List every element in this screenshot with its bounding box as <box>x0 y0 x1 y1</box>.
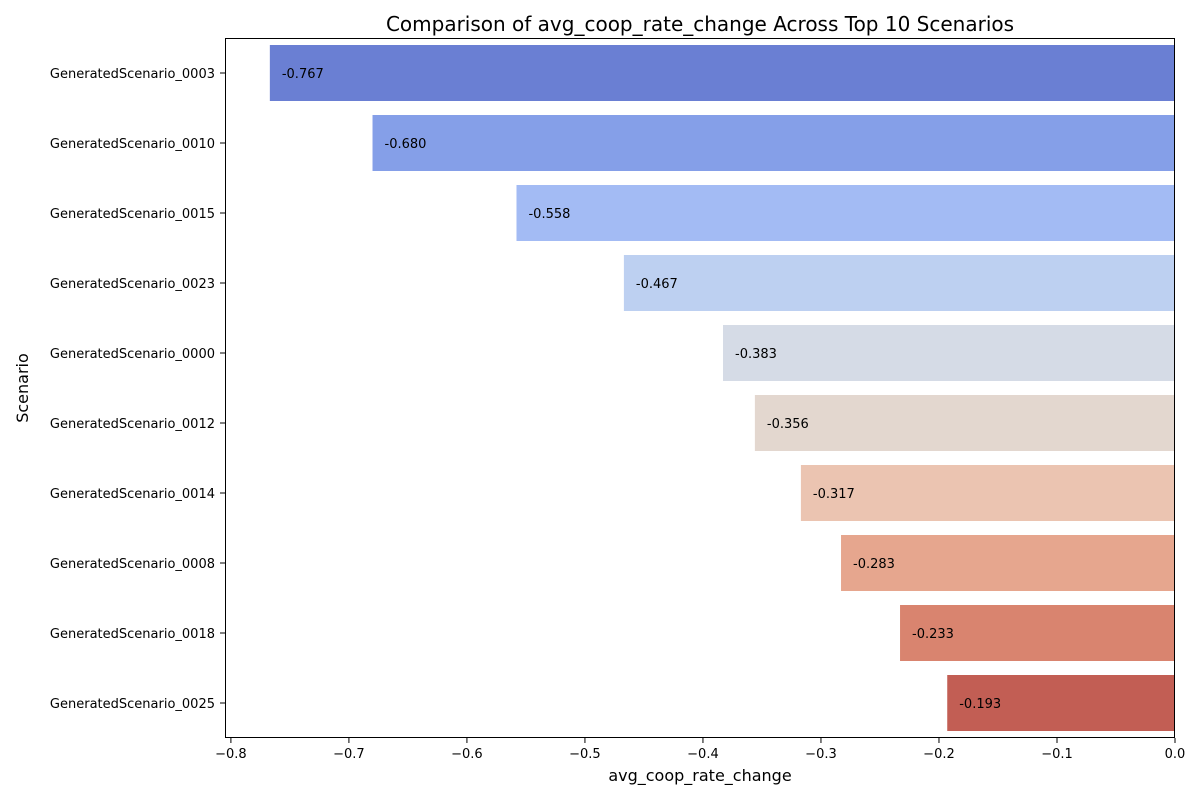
x-tick-label: −0.2 <box>923 747 955 762</box>
data-label-GeneratedScenario_0000: -0.383 <box>735 347 777 362</box>
x-tick-label: −0.4 <box>687 747 719 762</box>
bar-GeneratedScenario_0014 <box>800 465 1175 521</box>
category-label: GeneratedScenario_0008 <box>50 557 215 572</box>
data-label-GeneratedScenario_0015: -0.558 <box>528 207 570 222</box>
category-label: GeneratedScenario_0000 <box>50 347 215 362</box>
plot-frame <box>225 38 1175 738</box>
category-label: GeneratedScenario_0014 <box>50 487 215 502</box>
bar-GeneratedScenario_0008 <box>841 535 1175 591</box>
data-label-GeneratedScenario_0008: -0.283 <box>853 557 895 572</box>
chart-title: Comparison of avg_coop_rate_change Acros… <box>386 12 1014 36</box>
bar-GeneratedScenario_0018 <box>900 605 1175 661</box>
x-tick-label: −0.1 <box>1041 747 1073 762</box>
category-label: GeneratedScenario_0003 <box>50 67 215 82</box>
bar-GeneratedScenario_0010 <box>372 115 1176 171</box>
data-label-GeneratedScenario_0010: -0.680 <box>385 137 427 152</box>
category-label: GeneratedScenario_0010 <box>50 137 215 152</box>
x-tick-label: 0.0 <box>1165 747 1186 762</box>
data-label-GeneratedScenario_0012: -0.356 <box>767 417 809 432</box>
data-label-GeneratedScenario_0025: -0.193 <box>959 697 1001 712</box>
bar-GeneratedScenario_0015 <box>516 185 1175 241</box>
x-tick-label: −0.6 <box>451 747 483 762</box>
data-label-GeneratedScenario_0023: -0.467 <box>636 277 678 292</box>
data-label-GeneratedScenario_0014: -0.317 <box>813 487 855 502</box>
data-label-GeneratedScenario_0018: -0.233 <box>912 627 954 642</box>
bar-GeneratedScenario_0025 <box>947 675 1175 731</box>
category-label: GeneratedScenario_0025 <box>50 697 215 712</box>
bar-GeneratedScenario_0023 <box>623 255 1175 311</box>
category-label: GeneratedScenario_0023 <box>50 277 215 292</box>
x-tick-label: −0.8 <box>215 747 247 762</box>
y-axis-label: Scenario <box>13 353 32 423</box>
category-label: GeneratedScenario_0015 <box>50 207 215 222</box>
data-label-GeneratedScenario_0003: -0.767 <box>282 67 324 82</box>
category-label: GeneratedScenario_0018 <box>50 627 215 642</box>
x-axis-label: avg_coop_rate_change <box>608 766 791 786</box>
bar-GeneratedScenario_0012 <box>754 395 1175 451</box>
x-tick-label: −0.3 <box>805 747 837 762</box>
x-tick-label: −0.7 <box>333 747 365 762</box>
bar-GeneratedScenario_0000 <box>723 325 1175 381</box>
bar-GeneratedScenario_0003 <box>269 45 1175 101</box>
category-label: GeneratedScenario_0012 <box>50 417 215 432</box>
x-tick-label: −0.5 <box>569 747 601 762</box>
